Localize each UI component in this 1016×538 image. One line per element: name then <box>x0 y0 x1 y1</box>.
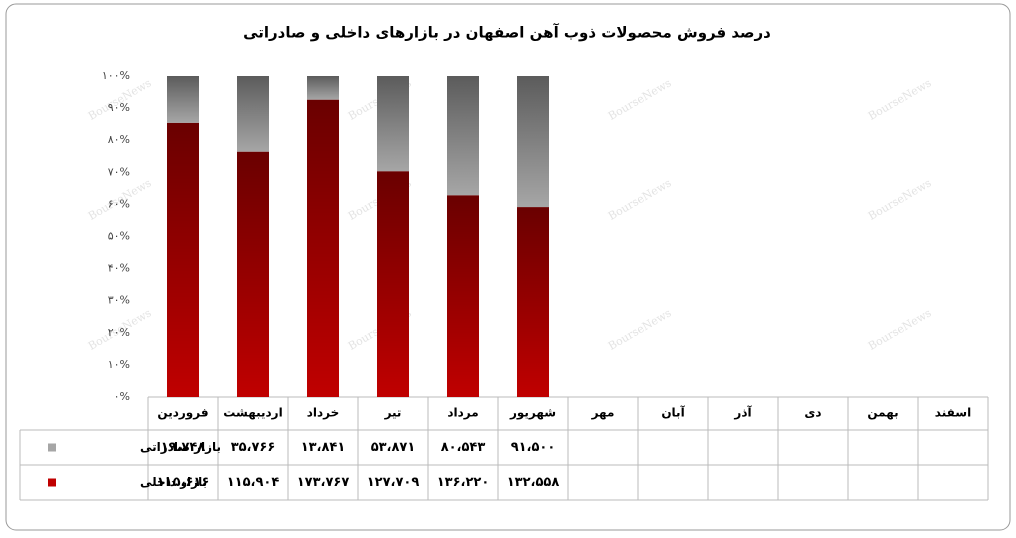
x-tick-label: خرداد <box>307 406 340 420</box>
x-tick-label: فروردین <box>157 406 208 421</box>
chart-title: درصد فروش محصولات ذوب آهن اصفهان در بازا… <box>243 24 771 42</box>
y-tick-label: ۷۰% <box>108 165 130 178</box>
bar-shade <box>307 99 339 397</box>
bar-shade <box>517 76 549 208</box>
value-label: ۱۷۳،۷۶۷ <box>297 475 350 490</box>
y-tick-label: ۰% <box>114 390 130 403</box>
y-tick-label: ۴۰% <box>108 262 130 275</box>
legend-label: بازار صادراتی <box>140 440 221 454</box>
y-tick-label: ۹۰% <box>108 101 130 114</box>
bar-shade <box>237 76 269 152</box>
legend-swatch <box>48 443 56 452</box>
value-label: ۱۱۵،۹۰۴ <box>227 475 280 490</box>
value-label: ۵۳،۸۷۱ <box>371 440 416 455</box>
value-label: ۱۳۶،۲۲۰ <box>437 475 490 490</box>
bar-shade <box>377 76 409 172</box>
x-tick-label: بهمن <box>867 406 898 420</box>
legend-label: بازار داخلی <box>140 475 207 489</box>
bar-shade <box>307 76 339 100</box>
value-label: ۱۲۷،۷۰۹ <box>367 475 420 490</box>
value-label: ۱۹،۷۴۸ <box>161 440 206 455</box>
bar-shade <box>447 76 479 196</box>
x-tick-label: آبان <box>661 405 685 420</box>
y-tick-label: ۶۰% <box>108 197 130 210</box>
x-tick-label: مهر <box>591 406 615 420</box>
y-tick-label: ۱۰۰% <box>102 69 130 82</box>
y-tick-label: ۳۰% <box>108 294 130 307</box>
x-tick-label: آذر <box>733 405 752 420</box>
y-tick-label: ۸۰% <box>108 133 130 146</box>
bar-shade <box>517 207 549 397</box>
x-tick-label: شهریور <box>509 406 556 421</box>
bar-shade <box>377 171 409 397</box>
y-tick-label: ۲۰% <box>108 326 130 339</box>
value-label: ۳۵،۷۶۶ <box>231 440 276 455</box>
y-tick-label: ۱۰% <box>108 358 130 371</box>
bar-shade <box>237 151 269 397</box>
x-tick-label: دی <box>804 406 821 420</box>
bar-shade <box>167 122 199 398</box>
value-label: ۱۱۵،۶۱۶ <box>157 475 210 490</box>
value-label: ۱۳۲،۵۵۸ <box>507 475 560 490</box>
value-label: ۸۰،۵۴۳ <box>441 440 486 455</box>
x-tick-label: اردیبهشت <box>223 406 282 420</box>
legend-swatch <box>48 478 56 487</box>
y-tick-label: ۵۰% <box>108 230 130 243</box>
value-label: ۹۱،۵۰۰ <box>511 440 556 455</box>
x-tick-label: اسفند <box>935 406 971 420</box>
bar-shade <box>167 76 199 123</box>
value-label: ۱۳،۸۴۱ <box>301 440 346 455</box>
x-tick-label: تیر <box>384 406 402 420</box>
x-tick-label: مرداد <box>447 406 478 420</box>
bar-shade <box>447 195 479 397</box>
